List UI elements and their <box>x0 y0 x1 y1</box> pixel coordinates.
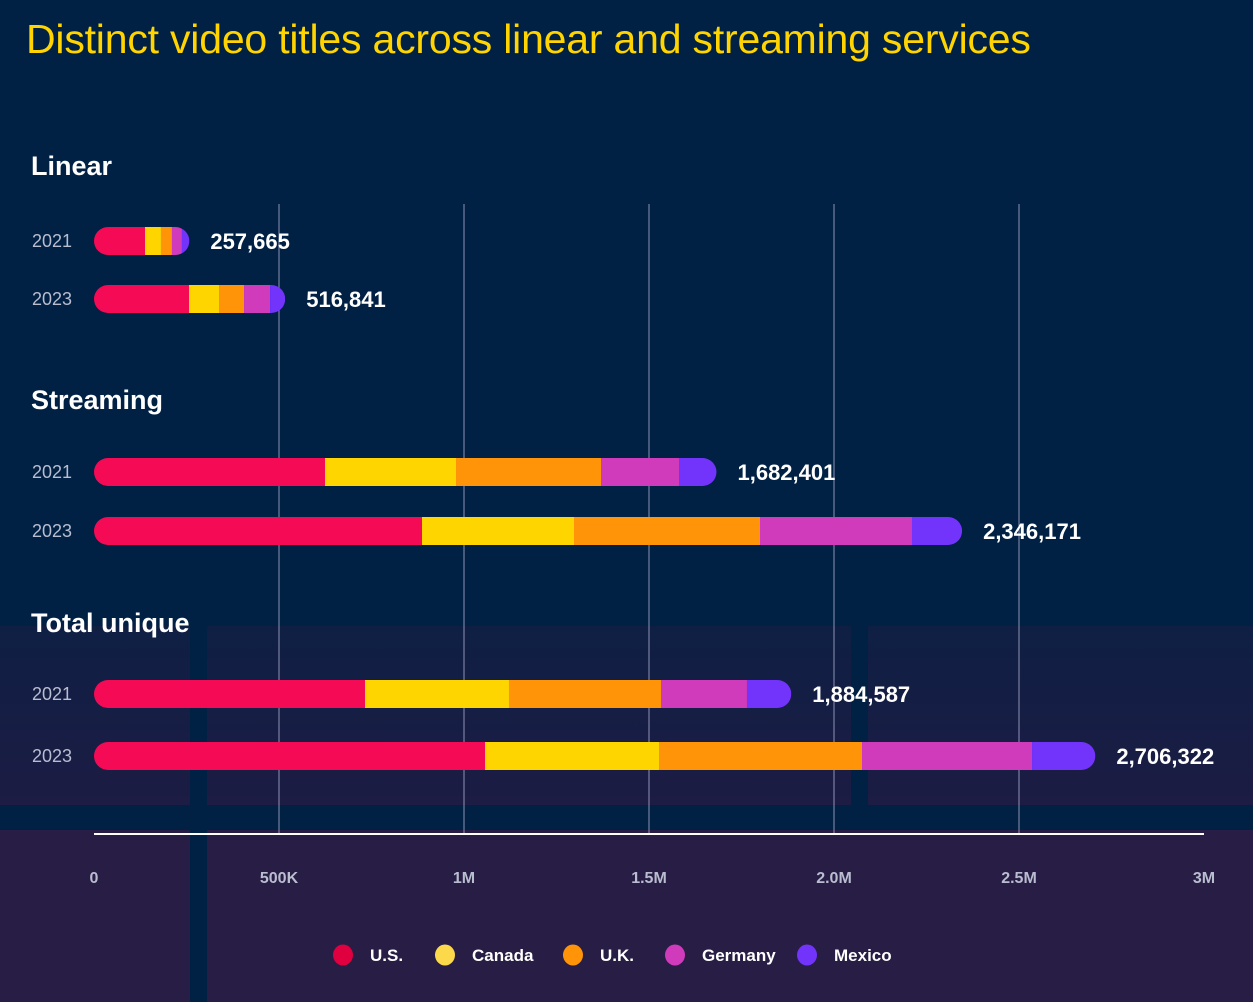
x-tick-label: 0 <box>90 870 99 887</box>
bar-segment-us <box>94 458 325 486</box>
bar-segment-mexico <box>270 285 286 313</box>
bar-segment-uk <box>574 517 760 545</box>
legend-label: U.S. <box>370 946 403 965</box>
bar-total-label: 516,841 <box>306 287 386 312</box>
legend-label: Germany <box>702 946 776 965</box>
legend-item[interactable]: U.S. <box>333 944 403 966</box>
bar-segment-uk <box>456 458 602 486</box>
bar-row: 2021 1,884,587 <box>32 680 910 708</box>
bar-segment-us <box>94 517 423 545</box>
bar-segment-mexico <box>679 458 717 486</box>
bar-segment-germany <box>171 227 182 255</box>
bar-segment-canada <box>324 458 457 486</box>
bar-total-label: 257,665 <box>210 229 290 254</box>
bar-groups: Linear 2021 257,665 2023 516,841 Streaming 202… <box>31 151 1214 770</box>
bar-group-total-unique: Total unique 2021 1,884,587 2023 2,706,322 <box>31 608 1214 770</box>
bar-segment-us <box>94 680 365 708</box>
x-axis-ticks: 0 500K 1M 1.5M 2.0M 2.5M 3M <box>90 870 1216 887</box>
group-title: Linear <box>31 151 113 181</box>
group-title: Streaming <box>31 385 163 415</box>
bar-segment-mexico <box>181 227 190 255</box>
x-tick-label: 1M <box>453 870 475 887</box>
bar-segment-canada <box>364 680 509 708</box>
bar-segment-canada <box>422 517 575 545</box>
group-title: Total unique <box>31 608 189 638</box>
background-strip <box>0 805 1253 830</box>
bar-segment-canada <box>485 742 660 770</box>
legend-label: Canada <box>472 946 534 965</box>
background-vertical-strip <box>190 626 207 1002</box>
bar-row: 2023 2,346,171 <box>32 517 1081 545</box>
bar-segment-germany <box>760 517 912 545</box>
legend-item[interactable]: Germany <box>665 944 776 966</box>
legend: U.S. Canada U.K. Germany Mexico <box>333 944 892 966</box>
chart-title: Distinct video titles across linear and … <box>26 16 1031 62</box>
legend-label: Mexico <box>834 946 892 965</box>
bar-segment-canada <box>144 227 161 255</box>
bar-segment-mexico <box>1032 742 1096 770</box>
bar-row: 2021 1,682,401 <box>32 458 835 486</box>
legend-label: U.K. <box>600 946 634 965</box>
bar-row: 2023 2,706,322 <box>32 742 1214 770</box>
bar-segment-uk <box>219 285 245 313</box>
x-tick-label: 1.5M <box>631 870 667 887</box>
bar-segment-germany <box>660 680 747 708</box>
bar-segment-canada <box>189 285 220 313</box>
bar-segment-uk <box>160 227 172 255</box>
bar-segment-us <box>94 285 190 313</box>
bar-group-streaming: Streaming 2021 1,682,401 2023 2,346,171 <box>31 385 1081 545</box>
legend-item[interactable]: Canada <box>435 944 534 966</box>
legend-swatch <box>333 944 353 966</box>
bar-total-label: 2,346,171 <box>983 519 1081 544</box>
legend-swatch <box>563 944 583 966</box>
bar-group-linear: Linear 2021 257,665 2023 516,841 <box>31 151 386 313</box>
bar-segment-germany <box>862 742 1033 770</box>
year-label: 2021 <box>32 684 72 704</box>
year-label: 2021 <box>32 462 72 482</box>
x-tick-label: 2.5M <box>1001 870 1037 887</box>
year-label: 2023 <box>32 289 72 309</box>
year-label: 2023 <box>32 746 72 766</box>
background-band <box>0 626 1253 805</box>
bar-total-label: 1,682,401 <box>737 460 835 485</box>
bar-total-label: 1,884,587 <box>812 682 910 707</box>
legend-swatch <box>435 944 455 966</box>
bar-row: 2023 516,841 <box>32 285 386 313</box>
bar-segment-uk <box>659 742 863 770</box>
bar-total-label: 2,706,322 <box>1116 744 1214 769</box>
bar-segment-us <box>94 742 486 770</box>
legend-item[interactable]: U.K. <box>563 944 634 966</box>
legend-swatch <box>665 944 685 966</box>
x-tick-label: 2.0M <box>816 870 852 887</box>
bar-segment-germany <box>601 458 680 486</box>
legend-swatch <box>797 944 817 966</box>
x-tick-label: 3M <box>1193 870 1215 887</box>
bar-segment-mexico <box>911 517 963 545</box>
bar-row: 2021 257,665 <box>32 227 290 255</box>
bar-segment-uk <box>508 680 661 708</box>
background-bottom <box>0 830 1253 1002</box>
bar-segment-us <box>94 227 145 255</box>
bar-segment-mexico <box>746 680 792 708</box>
bar-segment-germany <box>244 285 271 313</box>
x-tick-label: 500K <box>260 870 299 887</box>
year-label: 2023 <box>32 521 72 541</box>
legend-item[interactable]: Mexico <box>797 944 892 966</box>
year-label: 2021 <box>32 231 72 251</box>
